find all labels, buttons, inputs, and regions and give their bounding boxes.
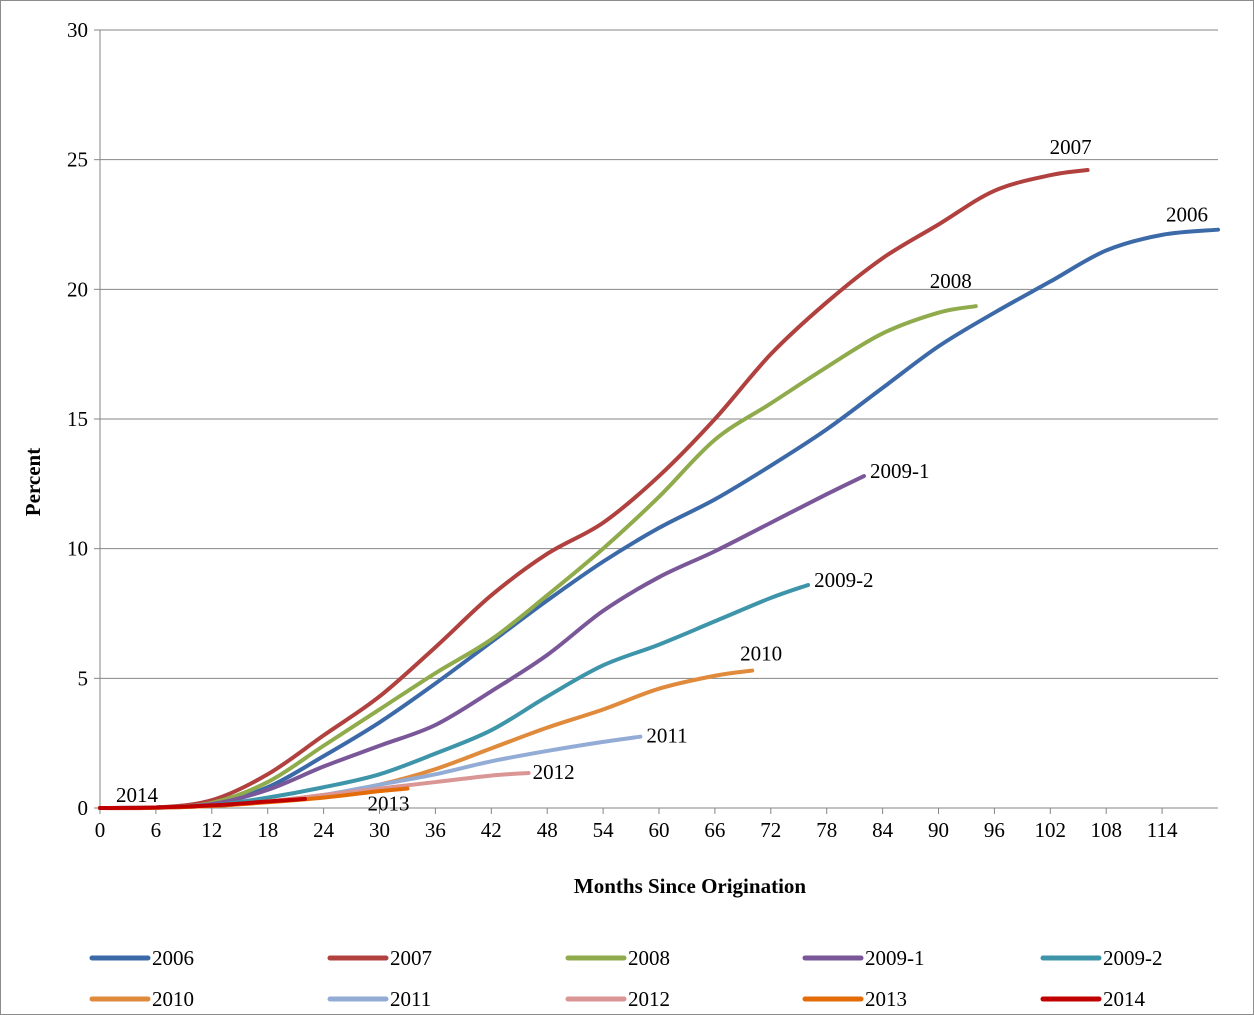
x-tick-label: 114 xyxy=(1147,818,1178,842)
x-tick-label: 42 xyxy=(481,818,502,842)
series-line-2014 xyxy=(98,796,307,810)
y-tick-labels: 0 5 10 15 20 25 30 xyxy=(67,18,88,820)
x-tick-label: 6 xyxy=(151,818,162,842)
y-tick-label: 20 xyxy=(67,277,88,301)
x-tick-label: 30 xyxy=(369,818,390,842)
x-tick-label: 90 xyxy=(928,818,949,842)
y-axis-title: Percent xyxy=(21,448,45,516)
series-end-label-2014: 2014 xyxy=(116,783,159,807)
series-lines xyxy=(98,168,1220,811)
x-tick-label: 24 xyxy=(313,818,335,842)
series-end-label-2010: 2010 xyxy=(740,642,782,666)
y-tick-label: 10 xyxy=(67,537,88,561)
y-tick-label: 5 xyxy=(78,666,89,690)
x-tick-label: 102 xyxy=(1035,818,1067,842)
legend-label-2010: 2010 xyxy=(152,987,194,1011)
series-line-2009-1 xyxy=(98,474,866,810)
x-tick-label: 72 xyxy=(760,818,781,842)
series-end-label-2008: 2008 xyxy=(930,269,972,293)
y-tick-label: 15 xyxy=(67,407,88,431)
legend-label-2006: 2006 xyxy=(152,946,194,970)
series-end-label-2011: 2011 xyxy=(646,724,687,748)
legend-label-2013: 2013 xyxy=(865,987,907,1011)
x-tick-label: 108 xyxy=(1090,818,1122,842)
series-end-label-2009-1: 2009-1 xyxy=(870,459,930,483)
y-tick-label: 30 xyxy=(67,18,88,42)
y-tick-label: 25 xyxy=(67,148,88,172)
x-tick-labels: 0 6 12 18 24 30 36 42 48 54 60 66 72 78 84 90 96 102 108 11… xyxy=(95,808,1178,842)
series-end-labels: 2006 2007 2008 2009-1 2009-2 2010 2011 2012 2013… xyxy=(116,135,1208,816)
x-tick-label: 0 xyxy=(95,818,106,842)
legend-label-2009-2: 2009-2 xyxy=(1103,946,1163,970)
x-tick-label: 54 xyxy=(593,818,615,842)
x-axis-title: Months Since Origination xyxy=(574,874,807,898)
x-tick-label: 84 xyxy=(872,818,894,842)
x-tick-label: 78 xyxy=(816,818,837,842)
x-tick-label: 36 xyxy=(425,818,446,842)
legend-label-2012: 2012 xyxy=(628,987,670,1011)
series-line-2007 xyxy=(98,168,1090,811)
series-end-label-2007: 2007 xyxy=(1050,135,1092,159)
series-end-label-2013: 2013 xyxy=(367,792,409,816)
x-tick-label: 60 xyxy=(649,818,670,842)
series-end-label-2006: 2006 xyxy=(1166,203,1208,227)
x-tick-label: 96 xyxy=(984,818,1005,842)
x-tick-label: 12 xyxy=(201,818,222,842)
legend-label-2011: 2011 xyxy=(390,987,431,1011)
x-tick-label: 66 xyxy=(704,818,725,842)
y-tick-label: 0 xyxy=(78,796,89,820)
grid-lines xyxy=(94,29,1218,809)
series-line-2008 xyxy=(98,304,978,811)
x-tick-label: 48 xyxy=(537,818,558,842)
legend-label-2007: 2007 xyxy=(390,946,432,970)
legend-label-2008: 2008 xyxy=(628,946,670,970)
series-end-label-2012: 2012 xyxy=(533,760,575,784)
legend-label-2014: 2014 xyxy=(1103,987,1146,1011)
x-tick-label: 18 xyxy=(257,818,278,842)
series-line-2009-2 xyxy=(98,582,811,811)
legend: 2006 2007 2008 2009-1 2009-2 2010 2011 2012 2013… xyxy=(89,946,1163,1011)
series-line-2006 xyxy=(98,227,1220,810)
series-end-label-2009-2: 2009-2 xyxy=(814,568,874,592)
legend-label-2009-1: 2009-1 xyxy=(865,946,925,970)
